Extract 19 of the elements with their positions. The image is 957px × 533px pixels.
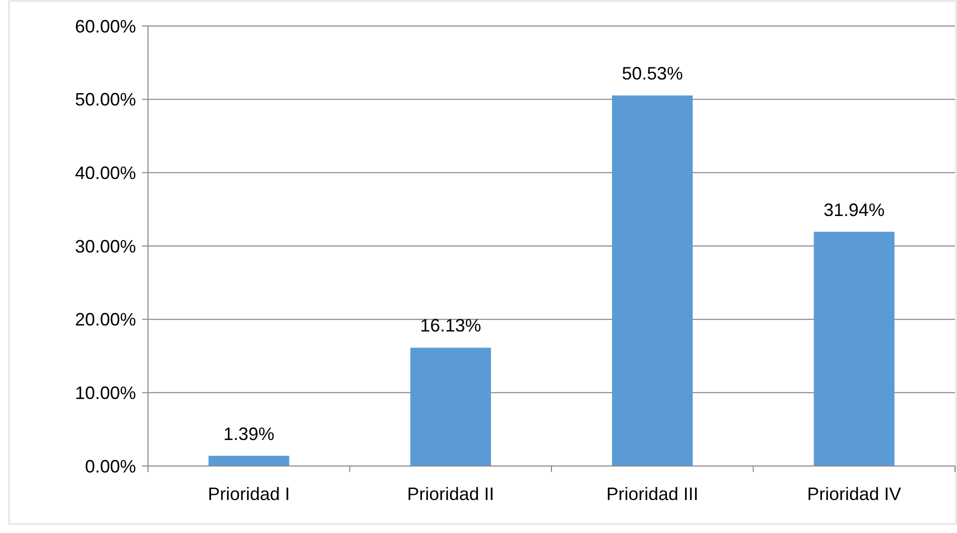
x-tick-label: Prioridad III [606,484,698,504]
data-label: 31.94% [824,200,885,220]
x-tick-label: Prioridad IV [807,484,902,504]
y-tick-label: 0.00% [84,456,136,476]
data-label: 16.13% [420,316,482,336]
bar [814,232,894,466]
x-tick-label: Prioridad I [208,484,290,504]
y-tick-label: 30.00% [74,236,136,256]
data-label: 1.39% [223,424,274,444]
bar [410,348,491,466]
y-tick-label: 60.00% [74,16,136,36]
y-tick-label: 10.00% [74,382,136,403]
data-label: 50.53% [622,63,683,84]
y-tick-label: 40.00% [74,162,136,183]
y-tick-label: 50.00% [74,90,136,110]
bar [612,95,693,466]
y-tick-label: 20.00% [74,310,136,330]
x-tick-label: Prioridad II [407,484,494,504]
bar [208,456,290,466]
